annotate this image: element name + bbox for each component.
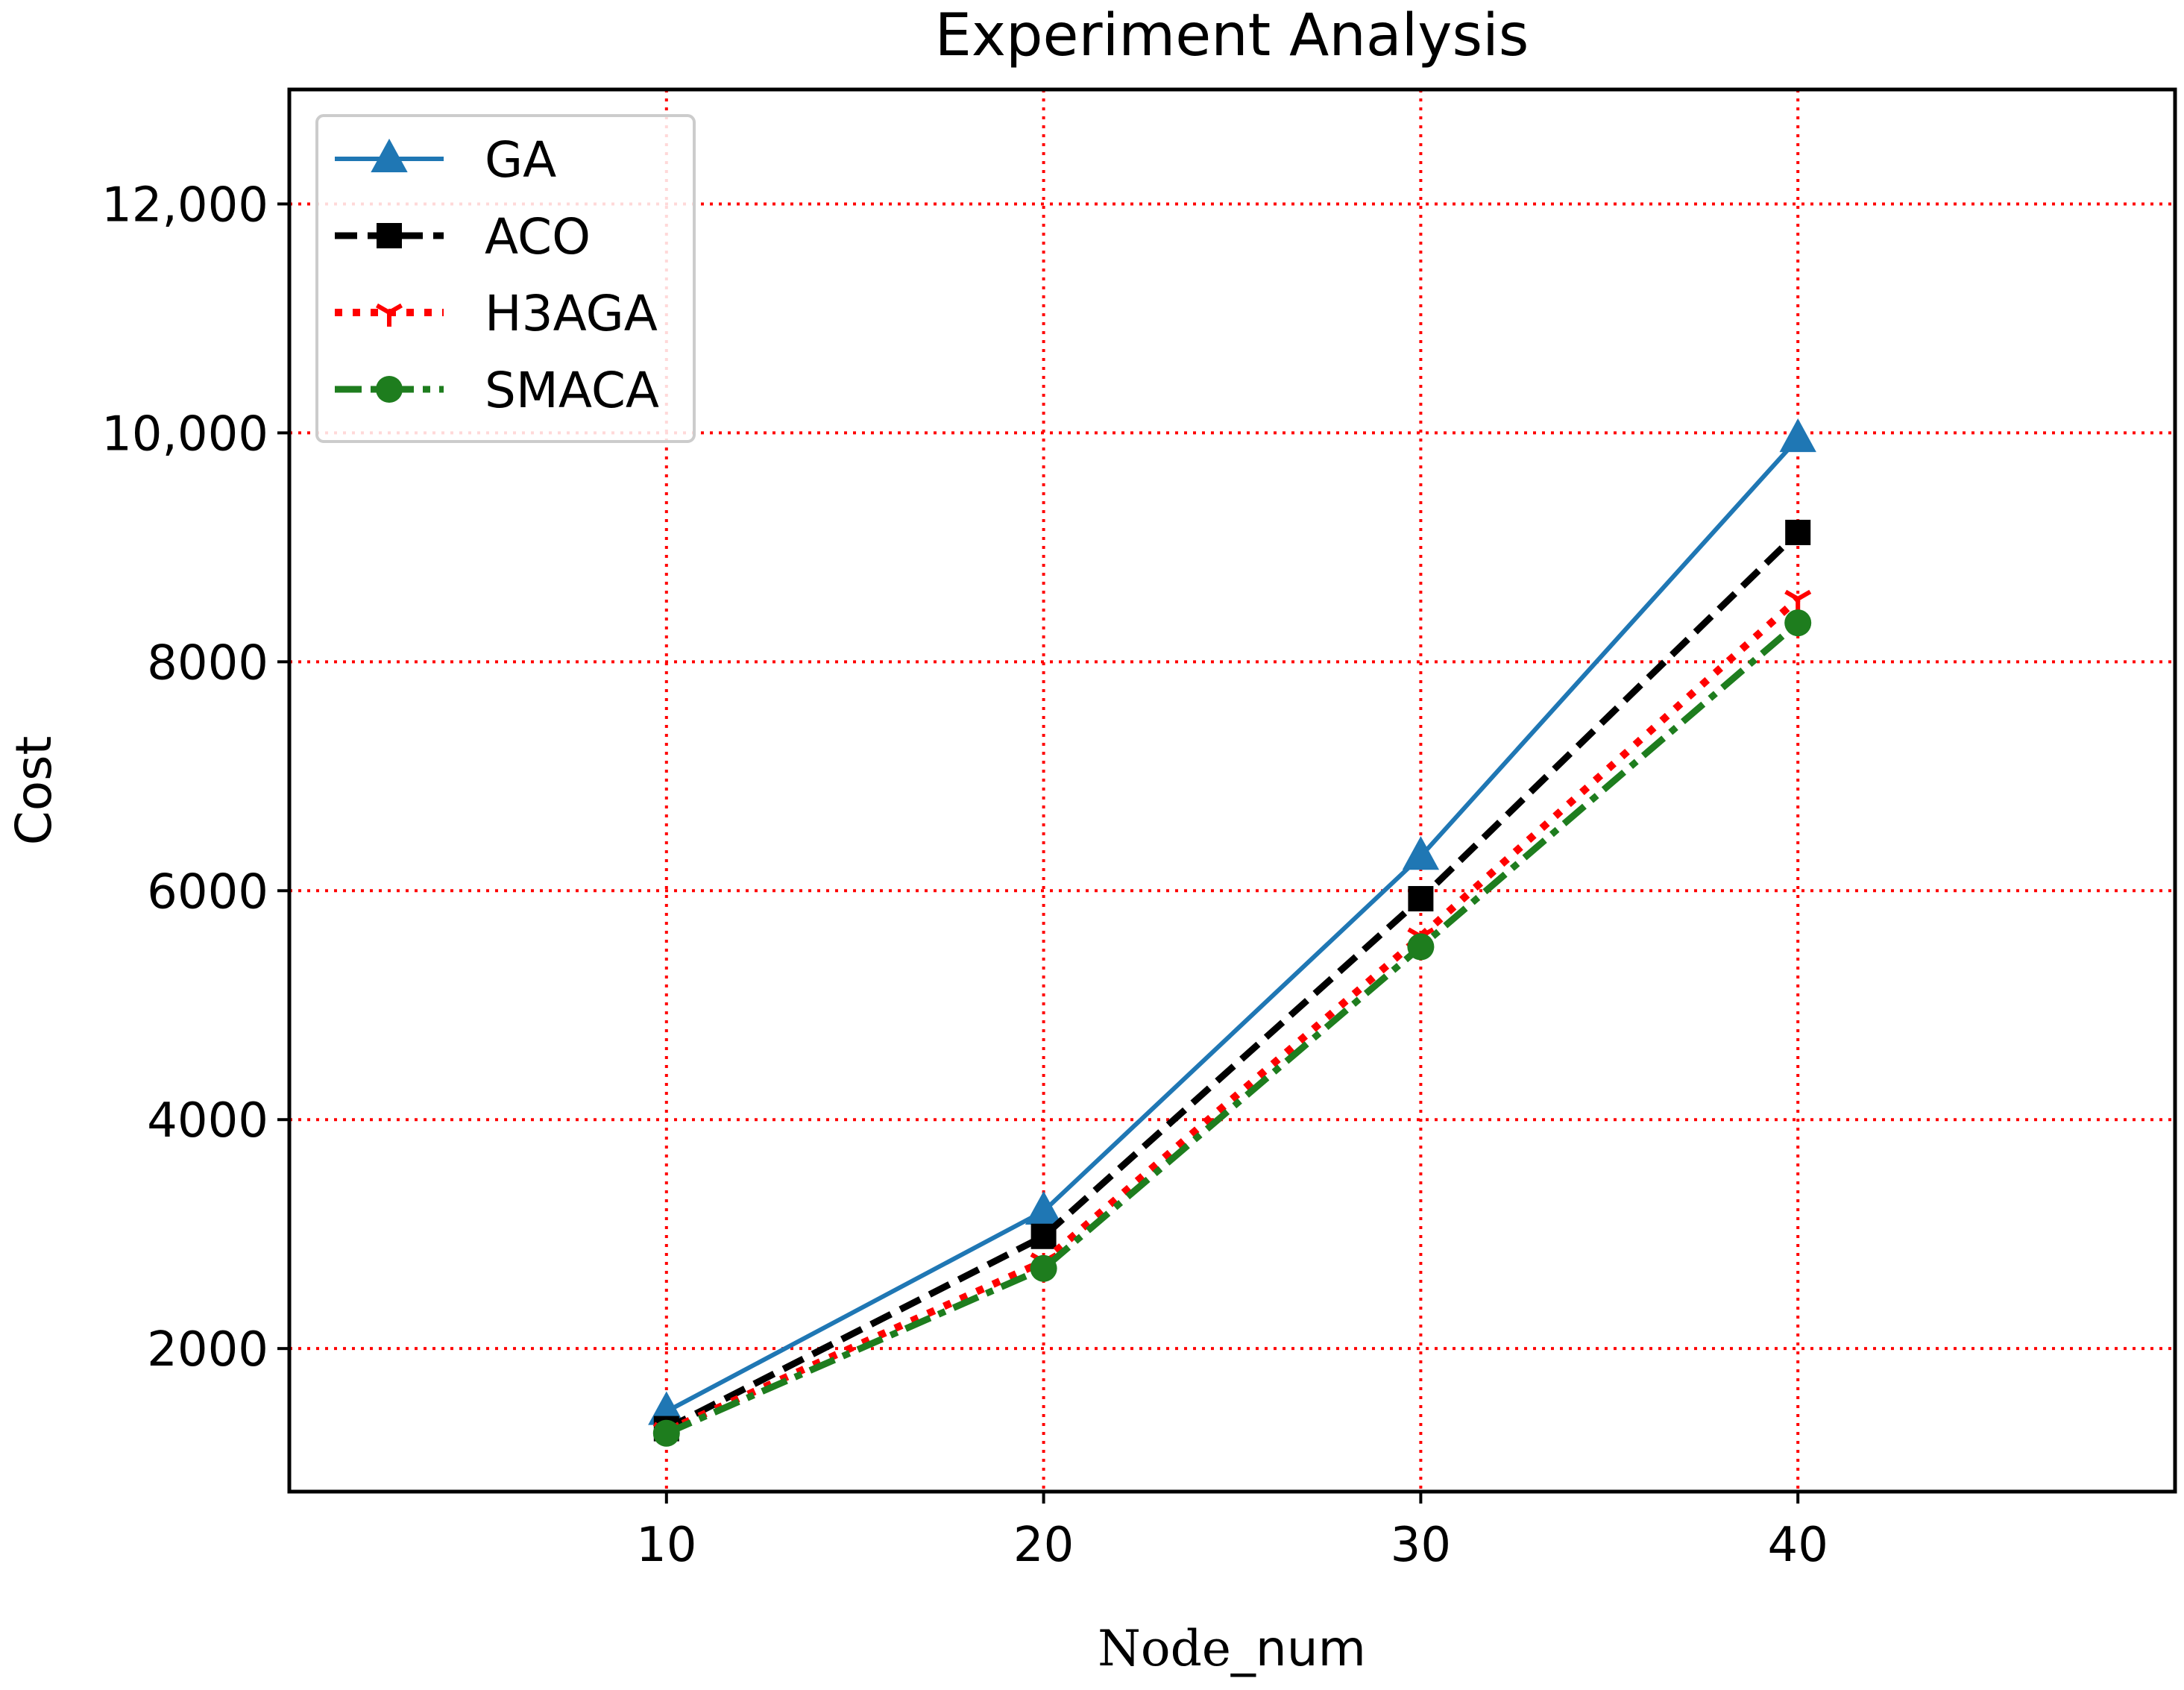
- data-point-marker: [1784, 609, 1812, 637]
- y-tick-label: 2000: [147, 1322, 268, 1378]
- y-tick-label: 8000: [147, 635, 268, 691]
- data-point-marker: [1779, 418, 1816, 453]
- axis-ticks: 10 20 30 40 2000 4000 6000 8000 10,000 12,000: [101, 178, 1828, 1573]
- data-point-marker: [1030, 1223, 1057, 1249]
- data-point-marker: [375, 303, 403, 327]
- marker-stroke: [375, 303, 391, 315]
- x-axis-label-part: _num: [1230, 1620, 1366, 1677]
- data-point-marker: [377, 223, 402, 248]
- x-tick-label: 40: [1767, 1518, 1828, 1573]
- legend-label: ACO: [485, 208, 591, 266]
- data-point-marker: [1030, 1254, 1057, 1282]
- y-tick-label: 4000: [147, 1093, 268, 1149]
- data-point-marker: [1408, 886, 1434, 912]
- data-point-marker: [652, 1419, 680, 1447]
- x-axis-label: Node_num: [1098, 1620, 1366, 1677]
- x-tick-label: 20: [1013, 1518, 1074, 1573]
- series-line: [664, 530, 1801, 1432]
- legend-label: SMACA: [485, 362, 659, 419]
- chart-title: Experiment Analysis: [935, 2, 1529, 69]
- series-line: [665, 437, 1800, 1414]
- y-tick-label: 12,000: [101, 178, 268, 233]
- series-ga: [648, 418, 1816, 1425]
- x-axis-label-part: Node: [1098, 1620, 1231, 1677]
- legend: GA ACO H3AGA SMACA: [315, 114, 696, 443]
- series-line: [664, 620, 1801, 1436]
- marker-stroke: [1796, 589, 1812, 601]
- marker-stroke: [388, 303, 403, 315]
- legend-label: GA: [485, 131, 556, 189]
- plot-frame: [287, 87, 2177, 1494]
- data-point-marker: [1785, 519, 1811, 545]
- data-point-marker: [1407, 933, 1435, 961]
- data-point-marker: [376, 376, 403, 403]
- x-tick-label: 30: [1391, 1518, 1451, 1573]
- y-tick-label: 6000: [147, 864, 268, 920]
- series-line: [664, 596, 1801, 1435]
- legend-box: [315, 114, 696, 443]
- legend-item-smaca: SMACA: [335, 362, 659, 419]
- x-tick-label: 10: [636, 1518, 696, 1573]
- y-tick-label: 10,000: [101, 406, 268, 462]
- legend-item-aco: ACO: [335, 208, 591, 266]
- y-axis-label: Cost: [5, 736, 63, 846]
- series-layer: [648, 418, 1816, 1447]
- legend-item-h3aga: H3AGA: [335, 285, 658, 342]
- series-smaca: [652, 609, 1812, 1447]
- legend-label: H3AGA: [485, 285, 658, 342]
- legend-item-ga: GA: [335, 131, 556, 189]
- marker-stroke: [1784, 589, 1799, 601]
- data-point-marker: [371, 138, 408, 172]
- data-point-marker: [1402, 836, 1440, 870]
